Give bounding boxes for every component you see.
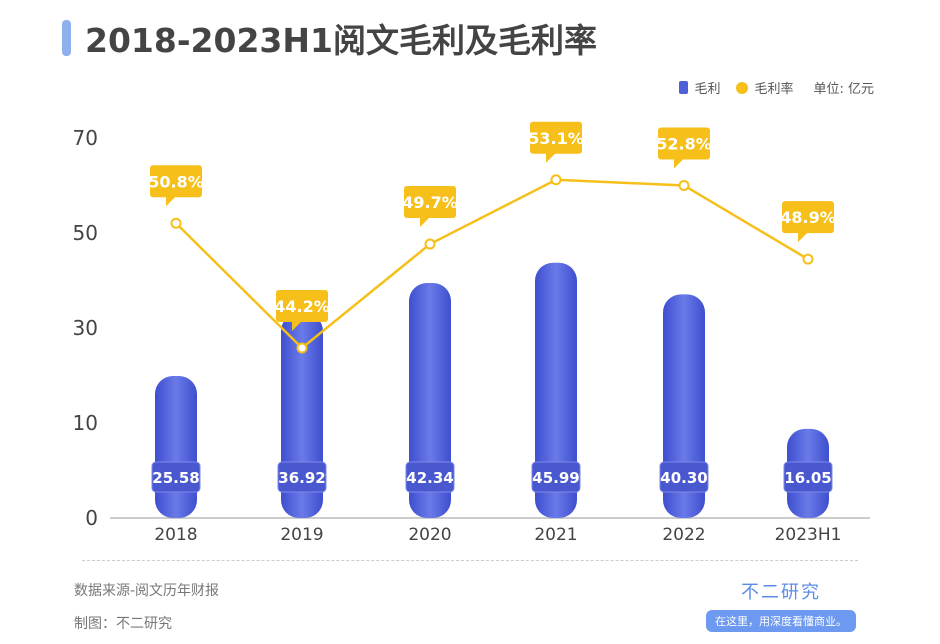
title-accent <box>62 20 71 56</box>
rate-label-pointer <box>166 196 176 207</box>
brand-name: 不二研究 <box>741 582 821 603</box>
x-tick-label: 2020 <box>408 525 451 545</box>
x-tick-label: 2021 <box>534 525 577 545</box>
legend: 毛利 毛利率 单位: 亿元 <box>679 78 874 97</box>
x-tick-label: 2022 <box>662 525 705 545</box>
y-tick-label: 10 <box>73 411 98 435</box>
rate-label-pointer <box>546 152 556 163</box>
rate-label-box <box>530 121 582 154</box>
bar-value-label: 42.34 <box>406 469 453 487</box>
y-tick-label: 30 <box>73 316 98 340</box>
y-tick-label: 70 <box>73 126 98 150</box>
source-text: 数据来源-阅文历年财报 <box>74 583 220 599</box>
bar-value-label: 36.92 <box>278 469 325 487</box>
rate-label-box <box>276 290 328 322</box>
x-tick-label: 2018 <box>154 525 197 545</box>
rate-label-box <box>404 186 456 219</box>
rate-label-box <box>658 127 710 160</box>
rate-label-pointer <box>798 232 808 243</box>
maker-text: 制图：不二研究 <box>74 616 172 632</box>
brand-logo: 不二研究在这里，用深度看懂商业。 <box>706 578 856 632</box>
brand-slogan: 在这里，用深度看懂商业。 <box>706 610 856 632</box>
legend-line-swatch <box>736 81 749 94</box>
rate-point <box>678 179 690 191</box>
bar-label-box <box>783 461 833 493</box>
rate-label-box <box>150 165 202 198</box>
bar-label-box <box>151 461 201 493</box>
rate-value-label: 53.1% <box>528 129 584 148</box>
bar-label-box <box>277 461 327 493</box>
unit-label: 单位: 亿元 <box>813 82 874 97</box>
rate-value-label: 44.2% <box>274 297 330 316</box>
bar-value-label: 40.30 <box>660 469 707 487</box>
bar-value-label: 16.05 <box>784 469 831 487</box>
rate-point <box>296 342 308 354</box>
rate-value-label: 49.7% <box>402 193 458 212</box>
chart-title: 2018-2023H1阅文毛利及毛利率 <box>85 21 597 60</box>
legend-line-label: 毛利率 <box>754 82 794 97</box>
rate-point <box>802 253 814 265</box>
bar-label-box <box>659 461 709 493</box>
divider <box>82 560 858 561</box>
chart: 0 10 30 50 70 25.58 2018 36.92 2019 42.34 2020 45.9… <box>73 121 870 545</box>
legend-bar-swatch <box>679 81 689 94</box>
x-tick-label: 2023H1 <box>775 525 842 545</box>
rate-value-label: 50.8% <box>148 172 204 191</box>
rate-label-pointer <box>674 158 684 169</box>
rate-line <box>175 178 809 350</box>
rate-label-box <box>782 201 834 234</box>
y-tick-label: 50 <box>73 221 98 245</box>
y-tick-label: 0 <box>85 506 98 530</box>
rate-point <box>550 174 562 186</box>
bar-label-box <box>531 461 581 493</box>
bar-value-label: 45.99 <box>532 469 579 487</box>
legend-bar-label: 毛利 <box>694 82 721 97</box>
bar <box>535 262 577 518</box>
bar-label-box <box>405 461 455 493</box>
chart-title-block: 2018-2023H1阅文毛利及毛利率 <box>62 18 597 60</box>
rate-point <box>424 238 436 250</box>
rate-label-pointer <box>420 217 430 228</box>
rate-value-label: 52.8% <box>656 134 712 153</box>
x-tick-label: 2019 <box>280 525 323 545</box>
rate-point <box>170 217 182 229</box>
bar <box>409 283 451 518</box>
rate-value-label: 48.9% <box>780 208 836 227</box>
rate-label-pointer <box>292 321 302 331</box>
bar-value-label: 25.58 <box>152 469 199 487</box>
bar <box>155 376 197 518</box>
